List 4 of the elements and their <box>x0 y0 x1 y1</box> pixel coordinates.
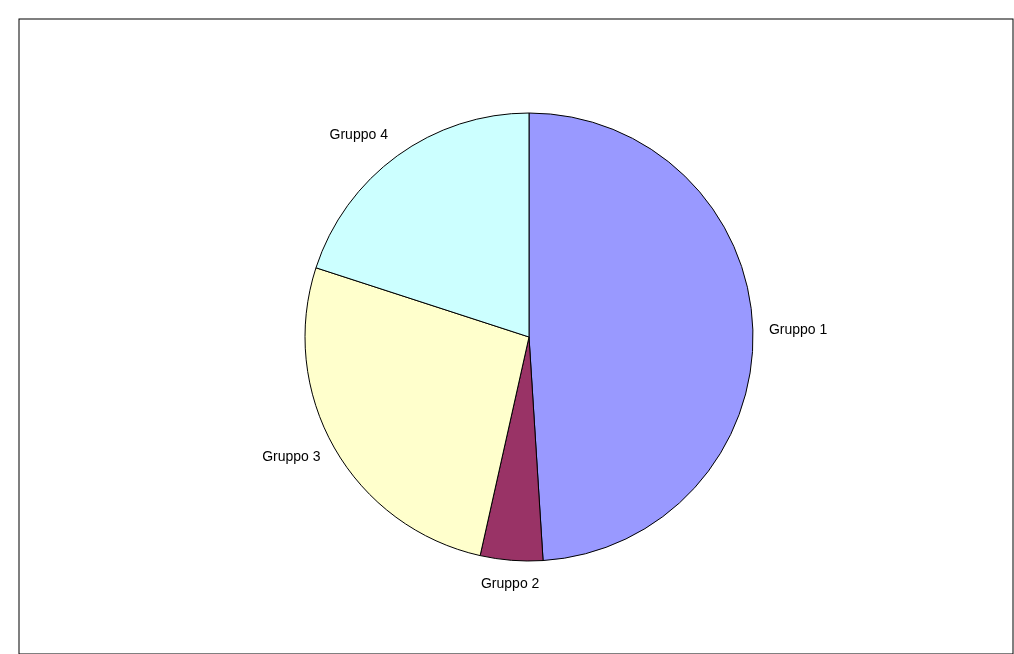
slice-label: Gruppo 3 <box>262 447 321 464</box>
slice-label: Gruppo 4 <box>329 125 389 142</box>
slice-label: Gruppo 1 <box>768 321 828 338</box>
slice-label: Gruppo 2 <box>480 575 540 592</box>
